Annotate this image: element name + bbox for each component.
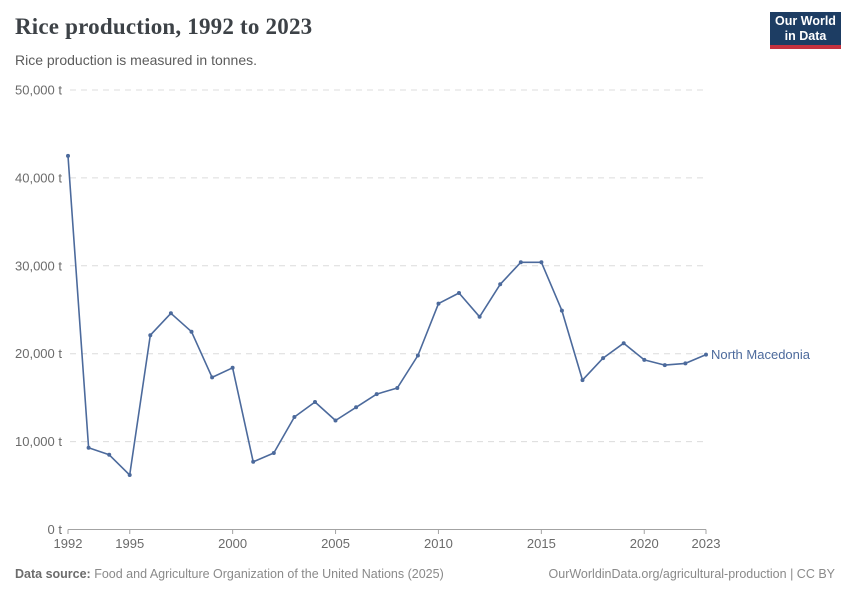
- y-axis-tick-label: 40,000 t: [15, 170, 62, 185]
- x-axis-tick-label: 1995: [115, 536, 144, 551]
- data-point-marker[interactable]: [313, 400, 317, 404]
- x-axis-tick-label: 2023: [692, 536, 721, 551]
- series-entity-label[interactable]: North Macedonia: [711, 347, 811, 362]
- x-axis-tick-label: 1992: [54, 536, 83, 551]
- x-axis-tick-label: 2000: [218, 536, 247, 551]
- chart-footer: Data source: Food and Agriculture Organi…: [15, 567, 835, 581]
- data-point-marker[interactable]: [457, 291, 461, 295]
- data-point-marker[interactable]: [642, 357, 647, 362]
- data-point-marker[interactable]: [354, 405, 359, 410]
- owid-logo[interactable]: Our World in Data: [770, 12, 841, 49]
- x-axis-tick-label: 2015: [527, 536, 556, 551]
- data-source-text: Food and Agriculture Organization of the…: [94, 567, 444, 581]
- data-point-marker[interactable]: [271, 451, 276, 455]
- data-point-marker[interactable]: [580, 378, 585, 383]
- data-point-marker[interactable]: [230, 365, 235, 370]
- data-point-marker[interactable]: [189, 329, 194, 334]
- data-point-marker[interactable]: [292, 415, 297, 419]
- y-axis-tick-label: 20,000 t: [15, 346, 62, 361]
- data-point-marker[interactable]: [498, 282, 503, 287]
- y-axis-tick-label: 10,000 t: [15, 434, 62, 449]
- x-axis-tick-label: 2020: [630, 536, 659, 551]
- data-point-marker[interactable]: [662, 363, 667, 368]
- y-axis-tick-label: 30,000 t: [15, 258, 62, 273]
- credit-license: CC BY: [796, 567, 835, 581]
- data-point-marker[interactable]: [86, 445, 91, 450]
- x-axis-tick-label: 2010: [424, 536, 453, 551]
- data-point-marker[interactable]: [66, 153, 70, 158]
- data-point-marker[interactable]: [127, 473, 132, 477]
- credit-url-link[interactable]: OurWorldinData.org/agricultural-producti…: [548, 567, 787, 581]
- data-point-marker[interactable]: [518, 260, 523, 265]
- data-point-marker[interactable]: [436, 301, 441, 306]
- data-point-marker[interactable]: [333, 418, 338, 423]
- chart-title: Rice production, 1992 to 2023: [15, 14, 313, 39]
- data-source-label: Data source:: [15, 567, 91, 581]
- data-point-marker[interactable]: [168, 311, 173, 316]
- data-point-marker[interactable]: [539, 260, 544, 265]
- data-point-marker[interactable]: [374, 392, 379, 397]
- y-axis-tick-label: 50,000 t: [15, 83, 62, 98]
- data-point-marker[interactable]: [559, 308, 564, 313]
- data-point-marker[interactable]: [601, 356, 606, 361]
- y-axis-tick-label: 0 t: [48, 522, 63, 537]
- data-series-line: [67, 155, 707, 476]
- data-point-marker[interactable]: [704, 352, 708, 357]
- credit-separator: |: [786, 567, 797, 581]
- data-point-marker[interactable]: [621, 341, 626, 346]
- data-point-marker[interactable]: [415, 353, 420, 358]
- owid-logo-line2: in Data: [784, 28, 827, 43]
- chart-subtitle: Rice production is measured in tonnes.: [15, 52, 258, 68]
- credit-line: OurWorldinData.org/agricultural-producti…: [549, 567, 835, 581]
- data-point-marker[interactable]: [107, 452, 112, 457]
- data-source: Data source: Food and Agriculture Organi…: [15, 567, 444, 581]
- data-point-marker[interactable]: [477, 314, 482, 319]
- data-point-marker[interactable]: [395, 386, 400, 390]
- x-axis-tick-label: 2005: [321, 536, 350, 551]
- owid-logo-line1: Our World: [775, 13, 836, 28]
- data-point-marker[interactable]: [148, 333, 153, 338]
- data-point-marker[interactable]: [683, 361, 688, 366]
- data-point-marker[interactable]: [251, 459, 256, 464]
- data-point-marker[interactable]: [210, 375, 215, 380]
